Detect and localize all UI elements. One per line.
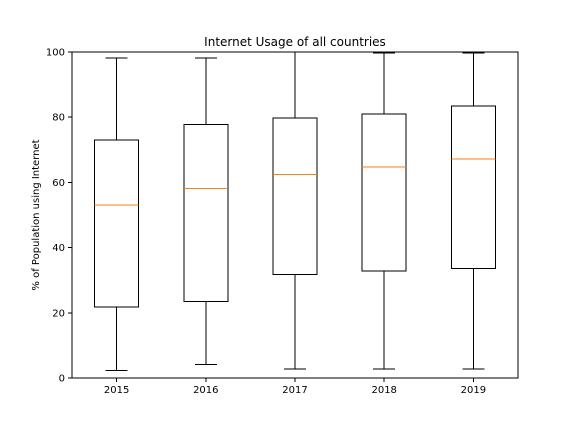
box-2019 (450, 105, 496, 269)
y-tick-label-60: 60 (52, 178, 65, 189)
y-tick-label-20: 20 (52, 308, 65, 319)
x-tick-label-2016: 2016 (193, 385, 218, 396)
chart-title: Internet Usage of all countries (204, 35, 386, 49)
y-axis-label: % of Population using Internet (31, 139, 42, 290)
y-tick-label-0: 0 (59, 374, 65, 385)
x-tick-label-2015: 2015 (104, 385, 129, 396)
x-tick-label-2019: 2019 (461, 385, 486, 396)
box-2018 (361, 113, 407, 272)
x-tick-label-2018: 2018 (371, 385, 396, 396)
y-tick-label-100: 100 (46, 48, 65, 59)
box-2017 (272, 117, 318, 275)
y-tick-label-80: 80 (52, 113, 65, 124)
box-2016 (183, 124, 229, 302)
plot-area: 0 20 40 60 80 100 2015 2016 2017 2018 2019 (46, 48, 519, 396)
box-2015 (94, 139, 140, 308)
x-tick-label-2017: 2017 (282, 385, 307, 396)
y-tick-label-40: 40 (52, 243, 65, 254)
